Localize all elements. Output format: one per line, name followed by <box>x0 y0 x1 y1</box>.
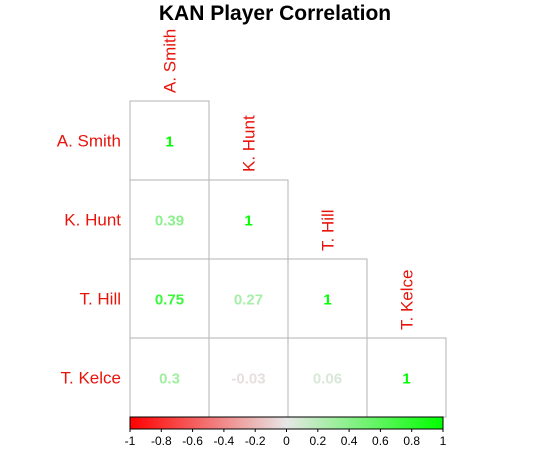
chart-title: KAN Player Correlation <box>158 2 392 25</box>
column-label: A. Smith <box>161 29 180 93</box>
legend-tick-label: 0 <box>283 434 290 448</box>
legend-tick-label: 0.6 <box>372 434 389 448</box>
row-label: T. Hill <box>79 290 121 309</box>
column-label: K. Hunt <box>240 115 259 172</box>
legend-tick-label: -0.8 <box>151 434 172 448</box>
cell-value-label: 0.75 <box>155 292 184 309</box>
heatmap-cell <box>208 337 289 418</box>
legend-tick-label: 0.2 <box>309 434 326 448</box>
heatmap-cell <box>287 337 368 418</box>
row-label: K. Hunt <box>64 211 121 230</box>
column-label: T. Hill <box>319 209 338 251</box>
cell-value-label: 1 <box>323 292 331 309</box>
cell-value-label: -0.03 <box>231 371 265 388</box>
heatmap-cell <box>129 100 210 181</box>
heatmap-cell <box>287 258 368 339</box>
cell-value-label: 0.3 <box>159 371 180 388</box>
legend-tick-label: -0.6 <box>182 434 203 448</box>
heatmap-cell <box>208 179 289 260</box>
cell-value-label: 0.39 <box>155 213 184 230</box>
cell-value-label: 1 <box>402 371 410 388</box>
legend-tick-label: 0.4 <box>341 434 358 448</box>
cell-value-label: 1 <box>244 213 252 230</box>
legend-tick-label: -1 <box>125 434 136 448</box>
column-label: T. Kelce <box>398 270 417 330</box>
cell-value-label: 0.06 <box>313 371 342 388</box>
legend-tick-label: -0.4 <box>214 434 235 448</box>
cell-value-label: 1 <box>165 134 173 151</box>
legend-tick-label: 1 <box>440 434 447 448</box>
row-label: A. Smith <box>57 132 121 151</box>
color-legend-bar <box>129 416 444 430</box>
heatmap-cell <box>208 258 289 339</box>
legend-tick-label: 0.8 <box>403 434 420 448</box>
row-label: T. Kelce <box>61 369 121 388</box>
cell-value-label: 0.27 <box>234 292 263 309</box>
legend-tick-label: -0.2 <box>245 434 266 448</box>
heatmap-cell <box>129 337 210 418</box>
